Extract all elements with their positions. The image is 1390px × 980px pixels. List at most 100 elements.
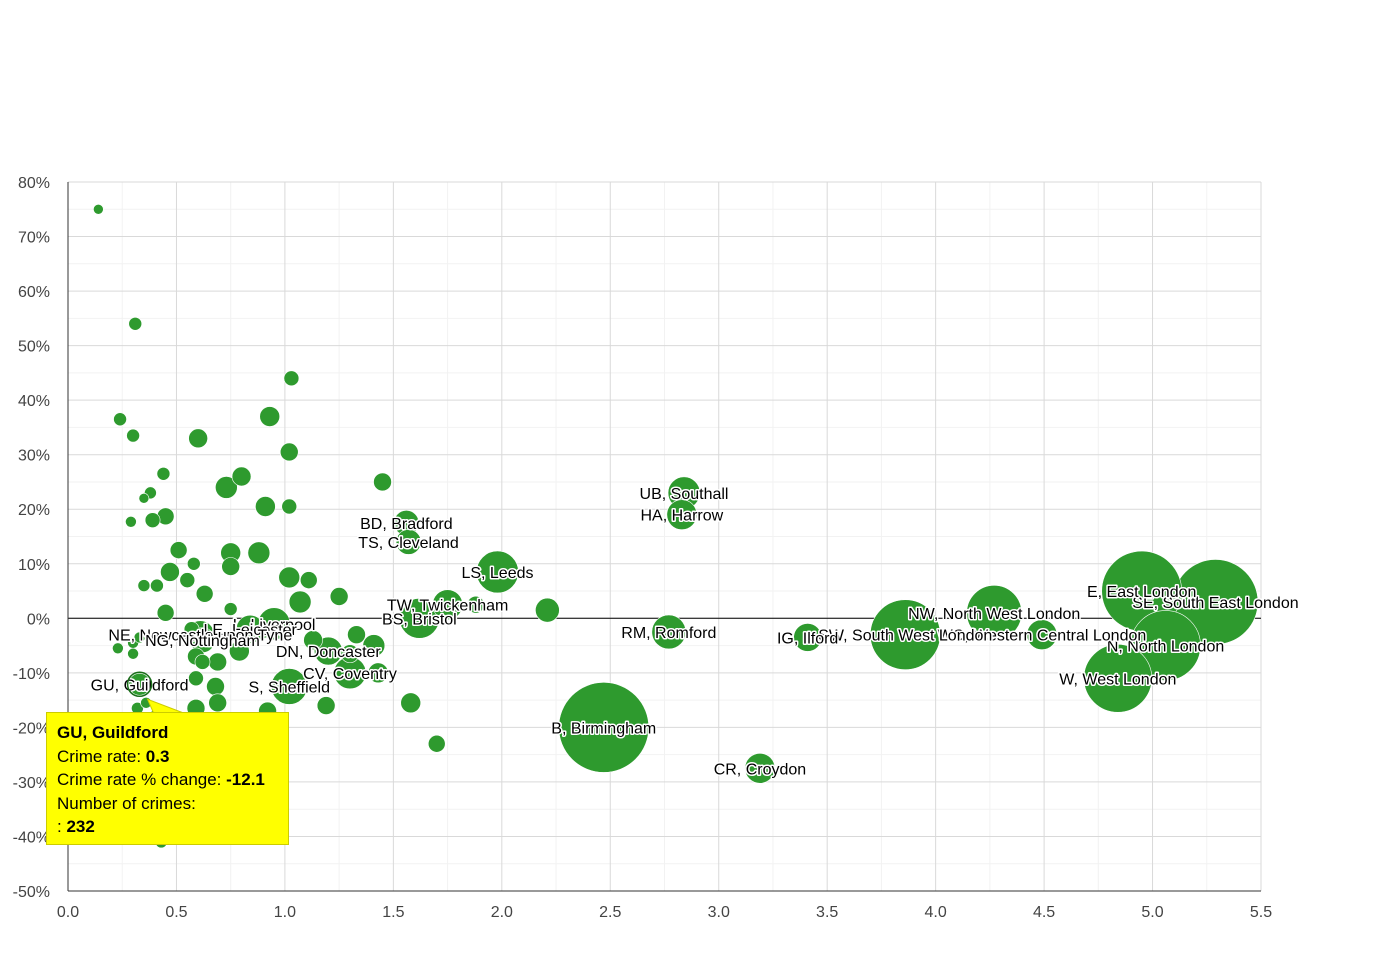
x-tick-label: 1.0 [274, 904, 296, 921]
bubble [133, 631, 146, 644]
bubble [138, 493, 150, 504]
bubble-label-ub: UB, Southall [640, 486, 729, 503]
y-tick-label: -20% [13, 720, 50, 737]
bubble [347, 625, 366, 644]
tooltip-change-label: Crime rate % change: [57, 770, 227, 789]
bubble [112, 642, 124, 655]
y-tick-label: 0% [27, 611, 50, 628]
x-tick-label: 0.5 [165, 904, 187, 921]
bubble [299, 571, 318, 589]
bubble-label-ne: NE, Newcastle upon Tyne [108, 628, 292, 645]
bubble [195, 584, 214, 603]
bubble-label-e: E, East London [1087, 584, 1196, 601]
bubble [223, 602, 238, 616]
bubble-label-dn: DN, Doncaster [276, 644, 382, 661]
bubble-ls [476, 550, 519, 594]
y-tick-label: -10% [13, 666, 50, 683]
bubble [279, 442, 299, 462]
tooltip-change-value: -12.1 [226, 770, 265, 789]
bubble [255, 496, 276, 517]
bubble [316, 696, 336, 715]
bubble-bs [399, 598, 440, 639]
tooltip-rate-value: 0.3 [145, 746, 170, 766]
bubble [113, 412, 127, 427]
bubble [427, 734, 446, 753]
bubble-label-cv: CV, Coventry [303, 666, 397, 683]
x-tick-label: 5.0 [1141, 904, 1163, 921]
bubble-label-tw: TW, Twickenham [387, 598, 509, 615]
y-tick-label: 30% [18, 448, 50, 465]
bubble-rm [651, 614, 687, 650]
bubble-ha [666, 499, 698, 530]
bubble-label-wc: WC, Western Central London [938, 628, 1147, 645]
bubble [288, 590, 312, 614]
y-tick-label: 80% [18, 175, 50, 192]
x-tick-label: 3.5 [816, 904, 838, 921]
tooltip-rate-label: Crime rate: [57, 746, 146, 766]
minor-grid [68, 182, 1261, 891]
bubble-ts [395, 529, 422, 555]
x-tick-label: 3.0 [708, 904, 730, 921]
bubbles [93, 203, 1259, 849]
bubble [156, 466, 171, 481]
bubble [229, 640, 250, 662]
bubble [156, 604, 175, 622]
bubble [303, 630, 323, 650]
bubble [128, 316, 143, 331]
bubble-label-gu: GU, Guildford [91, 677, 189, 694]
tooltip-crimes-prefix: : [57, 817, 67, 836]
bubble [281, 498, 298, 515]
x-tick-label: 4.5 [1033, 904, 1055, 921]
x-tick-label: 2.5 [599, 904, 621, 921]
bubble [137, 579, 151, 592]
bubble [247, 541, 271, 565]
tooltip-crimes-value: 232 [66, 817, 95, 836]
bubble [362, 634, 386, 657]
bubble [150, 578, 164, 593]
y-tick-label: 40% [18, 393, 50, 410]
bubble-label-w: W, West London [1059, 671, 1176, 688]
bubble-cr [744, 752, 776, 784]
bubble-label-b: B, Birmingham [551, 720, 656, 737]
bubble-label-l: L, Liverpool [233, 617, 316, 634]
bubble [283, 370, 300, 387]
highlight-marker [126, 671, 153, 698]
y-tick-label: -50% [13, 884, 50, 901]
bubble [160, 562, 180, 582]
bubble-label-ha: HA, Harrow [641, 508, 724, 525]
y-tick-label: -30% [13, 775, 50, 792]
bubble-tw [432, 589, 463, 620]
bubble [259, 406, 281, 427]
tooltip-crimes-label: Number of crimes: [57, 793, 196, 813]
bubble-wc [1026, 619, 1058, 650]
bubble-label-s: S, Sheffield [248, 679, 330, 696]
bubble [169, 541, 188, 559]
bubble [144, 512, 161, 528]
bubble-label-ig: IG, Ilford [777, 630, 838, 647]
y-tick-label: 50% [18, 339, 50, 356]
tooltip-title: GU, Guildford [57, 723, 169, 742]
bubble [367, 662, 389, 684]
bubble [535, 597, 560, 623]
y-tick-label: 10% [18, 557, 50, 574]
bubble-label-le: LE, Leicester [204, 622, 298, 639]
bubble [188, 428, 208, 449]
y-tick-label: 20% [18, 502, 50, 519]
bubble-w [1083, 643, 1153, 713]
bubble-label-cr: CR, Croydon [714, 761, 806, 778]
bubble-label-n: N, North London [1107, 639, 1224, 656]
highlight-ring [126, 671, 153, 698]
bubble-gu [128, 672, 151, 696]
bubble [253, 624, 269, 640]
bubble [179, 572, 196, 588]
bubble-label-bs: BS, Bristol [382, 611, 457, 628]
bubble-label-rm: RM, Romford [621, 625, 716, 642]
x-tick-label: 0.0 [57, 904, 79, 921]
bubble-label-ng: NG, Nottingham [145, 633, 260, 650]
tooltip-pointer [146, 698, 184, 714]
tooltip: GU, Guildford Crime rate: 0.3 Crime rate… [46, 712, 289, 845]
bubble [194, 654, 211, 670]
bubble [466, 595, 485, 614]
bubble [215, 476, 238, 499]
bubble [278, 566, 301, 589]
